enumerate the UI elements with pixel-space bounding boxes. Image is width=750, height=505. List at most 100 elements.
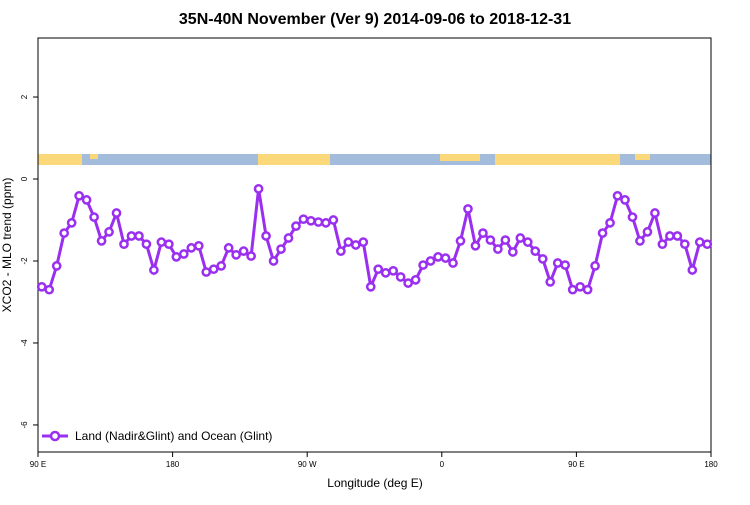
plot-frame [37, 37, 712, 453]
data-point [223, 243, 234, 253]
data-point [238, 246, 249, 256]
data-point [358, 237, 369, 247]
data-point [119, 239, 129, 250]
data-point [605, 218, 615, 228]
data-point [635, 236, 645, 246]
data-point [186, 243, 197, 253]
data-point [515, 233, 526, 243]
data-point [336, 246, 346, 256]
data-point [51, 261, 62, 271]
data-point [463, 204, 473, 214]
data-point [470, 240, 481, 251]
data-point [395, 272, 406, 282]
chart-title: 35N-40N November (Ver 9) 2014-09-06 to 2… [179, 11, 571, 28]
data-point [343, 237, 354, 247]
data-point [665, 231, 675, 241]
data-point [672, 231, 683, 241]
data-point [620, 195, 630, 205]
data-point [111, 208, 122, 218]
data-point [208, 264, 219, 275]
data-point [201, 267, 212, 277]
data-point [216, 261, 227, 271]
data-point [493, 244, 503, 254]
data-point [612, 190, 623, 201]
data-point [313, 217, 324, 227]
x-tick-label: 180 [704, 460, 718, 469]
x-tick-label: 90 E [568, 460, 584, 469]
y-tick-label: 0 [20, 176, 29, 181]
land [495, 154, 620, 165]
data-point [507, 247, 518, 257]
data-point [455, 236, 466, 246]
data-point [104, 227, 114, 237]
data-point [478, 228, 488, 238]
data-point [261, 231, 271, 241]
data-point [178, 249, 189, 259]
data-point [403, 278, 413, 288]
land [440, 154, 480, 161]
data-point [164, 239, 174, 250]
data-point [567, 284, 578, 295]
x-tick-label: 180 [166, 460, 180, 469]
y-tick-label: 2 [20, 94, 29, 99]
data-point [141, 239, 152, 250]
legend-marker [49, 430, 61, 442]
y-tick-label: -2 [20, 257, 29, 265]
data-point [522, 237, 533, 247]
data-point [433, 252, 443, 262]
data-point [485, 235, 496, 245]
data-point [350, 240, 361, 250]
data-point [291, 221, 301, 231]
data-point [149, 265, 159, 275]
x-tick-label: 90 E [30, 460, 46, 469]
y-axis-label: XCO2 - MLO trend (ppm) [0, 178, 14, 313]
data-point [418, 260, 428, 270]
land [258, 154, 330, 165]
data-point [298, 214, 309, 225]
data-point [380, 268, 391, 278]
data-point [597, 228, 608, 238]
land-ocean-strip [38, 154, 711, 165]
data-point [679, 239, 690, 250]
data-point [590, 261, 600, 271]
data-point [231, 249, 242, 260]
data-point [657, 239, 668, 250]
data-point [537, 254, 548, 264]
data-point [694, 237, 705, 247]
data-point [687, 265, 698, 275]
data-point [560, 260, 571, 270]
data-point [246, 251, 256, 261]
data-point [552, 258, 563, 268]
data-point [81, 195, 92, 205]
ocean [38, 154, 711, 165]
x-axis-label: Longitude (deg E) [327, 476, 422, 490]
data-point [283, 233, 294, 243]
data-point [425, 256, 436, 266]
data-point [74, 190, 84, 201]
data-point [642, 227, 653, 237]
land [635, 154, 650, 160]
data-point [545, 277, 556, 287]
x-tick-label: 90 W [298, 460, 317, 469]
data-point [276, 244, 286, 254]
data-point [253, 183, 264, 194]
data-point [650, 208, 660, 218]
x-tick-label: 0 [440, 460, 445, 469]
data-point [171, 252, 182, 262]
data-point [575, 281, 585, 292]
legend: Land (Nadir&Glint) and Ocean (Glint) [42, 429, 272, 443]
data-point [373, 264, 384, 275]
data-point [328, 215, 339, 225]
y-tick-label: -6 [20, 421, 29, 429]
data-point [66, 218, 77, 228]
land [90, 154, 98, 159]
legend-label: Land (Nadir&Glint) and Ocean (Glint) [75, 429, 272, 443]
data-point [702, 239, 713, 250]
y-tick-label: -4 [20, 339, 29, 347]
data-point [268, 256, 279, 266]
data-point [36, 281, 47, 292]
data-point [500, 235, 511, 245]
data-point [365, 281, 376, 292]
data-point [89, 212, 99, 222]
